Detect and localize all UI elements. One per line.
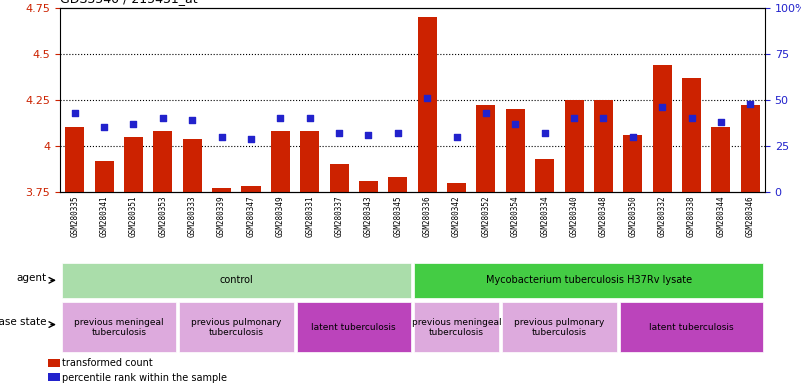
- Point: [304, 115, 316, 121]
- Text: GSM280334: GSM280334: [540, 195, 549, 237]
- Bar: [623, 135, 642, 192]
- Bar: [212, 188, 231, 192]
- Point: [244, 136, 257, 142]
- Bar: [477, 105, 496, 192]
- Point: [685, 115, 698, 121]
- Bar: [48, 359, 60, 367]
- Point: [186, 117, 199, 123]
- Text: GSM280339: GSM280339: [217, 195, 226, 237]
- Bar: [179, 302, 293, 353]
- Point: [362, 132, 375, 138]
- Bar: [502, 302, 617, 353]
- Bar: [741, 105, 760, 192]
- Point: [568, 115, 581, 121]
- Point: [392, 130, 405, 136]
- Text: GSM280352: GSM280352: [481, 195, 490, 237]
- Point: [714, 119, 727, 125]
- Point: [156, 115, 169, 121]
- Text: previous meningeal
tuberculosis: previous meningeal tuberculosis: [412, 318, 501, 337]
- Bar: [535, 159, 554, 192]
- Text: GSM280354: GSM280354: [511, 195, 520, 237]
- Bar: [505, 109, 525, 192]
- Bar: [417, 17, 437, 192]
- Bar: [124, 137, 143, 192]
- Text: GSM280348: GSM280348: [599, 195, 608, 237]
- Text: GSM280351: GSM280351: [129, 195, 138, 237]
- Text: latent tuberculosis: latent tuberculosis: [312, 323, 396, 332]
- Point: [421, 95, 433, 101]
- Bar: [682, 78, 701, 192]
- Text: agent: agent: [17, 273, 46, 283]
- Bar: [65, 127, 84, 192]
- Text: GSM280338: GSM280338: [687, 195, 696, 237]
- Text: GSM280345: GSM280345: [393, 195, 402, 237]
- Point: [215, 134, 228, 140]
- Text: Mycobacterium tuberculosis H37Rv lysate: Mycobacterium tuberculosis H37Rv lysate: [485, 275, 692, 285]
- Bar: [653, 65, 672, 192]
- Bar: [329, 164, 348, 192]
- Text: control: control: [219, 275, 253, 285]
- Bar: [300, 131, 320, 192]
- Bar: [153, 131, 172, 192]
- Bar: [95, 161, 114, 192]
- Bar: [414, 302, 499, 353]
- Bar: [414, 263, 763, 298]
- Text: GSM280347: GSM280347: [247, 195, 256, 237]
- Bar: [48, 373, 60, 381]
- Text: previous pulmonary
tuberculosis: previous pulmonary tuberculosis: [191, 318, 281, 337]
- Bar: [183, 139, 202, 192]
- Text: GSM280333: GSM280333: [187, 195, 197, 237]
- Text: latent tuberculosis: latent tuberculosis: [650, 323, 734, 332]
- Point: [509, 121, 521, 127]
- Bar: [271, 131, 290, 192]
- Point: [127, 121, 140, 127]
- Text: previous pulmonary
tuberculosis: previous pulmonary tuberculosis: [514, 318, 605, 337]
- Text: disease state: disease state: [0, 317, 46, 327]
- Text: GSM280336: GSM280336: [423, 195, 432, 237]
- Point: [450, 134, 463, 140]
- Point: [98, 124, 111, 131]
- Point: [744, 101, 757, 107]
- Text: GSM280353: GSM280353: [159, 195, 167, 237]
- Bar: [388, 177, 408, 192]
- Text: GSM280342: GSM280342: [452, 195, 461, 237]
- Bar: [594, 100, 613, 192]
- Text: previous meningeal
tuberculosis: previous meningeal tuberculosis: [74, 318, 163, 337]
- Point: [274, 115, 287, 121]
- Text: GSM280332: GSM280332: [658, 195, 666, 237]
- Point: [480, 110, 493, 116]
- Bar: [241, 187, 260, 192]
- Point: [68, 110, 81, 116]
- Point: [656, 104, 669, 110]
- Point: [538, 130, 551, 136]
- Bar: [62, 263, 411, 298]
- Point: [626, 134, 639, 140]
- Text: GSM280340: GSM280340: [570, 195, 578, 237]
- Bar: [296, 302, 411, 353]
- Text: transformed count: transformed count: [62, 358, 153, 368]
- Text: GDS3540 / 215431_at: GDS3540 / 215431_at: [60, 0, 198, 5]
- Point: [597, 115, 610, 121]
- Bar: [447, 183, 466, 192]
- Point: [332, 130, 345, 136]
- Text: GSM280350: GSM280350: [628, 195, 638, 237]
- Text: percentile rank within the sample: percentile rank within the sample: [62, 372, 227, 383]
- Text: GSM280343: GSM280343: [364, 195, 373, 237]
- Bar: [711, 127, 731, 192]
- Text: GSM280331: GSM280331: [305, 195, 314, 237]
- Text: GSM280349: GSM280349: [276, 195, 285, 237]
- Text: GSM280346: GSM280346: [746, 195, 755, 237]
- Bar: [565, 100, 584, 192]
- Text: GSM280337: GSM280337: [335, 195, 344, 237]
- Bar: [620, 302, 763, 353]
- Text: GSM280335: GSM280335: [70, 195, 79, 237]
- Bar: [359, 181, 378, 192]
- Text: GSM280344: GSM280344: [716, 195, 726, 237]
- Text: GSM280341: GSM280341: [99, 195, 109, 237]
- Bar: [62, 302, 176, 353]
